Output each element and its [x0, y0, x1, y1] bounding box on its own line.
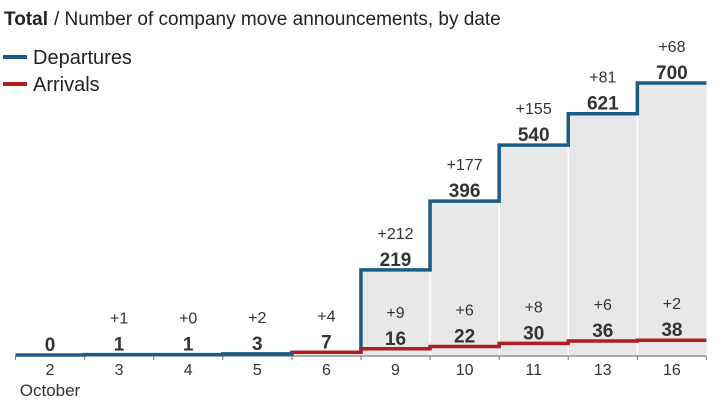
departures-value-label: 700 [656, 63, 688, 84]
departures-increment-label: +2 [248, 310, 266, 327]
chart-title: Total / Number of company move announceme… [4, 9, 501, 30]
departures-increment-label: +177 [447, 157, 483, 174]
departures-increment-label: +81 [589, 70, 616, 87]
arrivals-value-label: 30 [523, 323, 544, 344]
departures-increment-label: +1 [110, 311, 128, 328]
departures-value-label: 1 [183, 335, 194, 356]
arrivals-value-label: 22 [454, 326, 475, 347]
arrivals-increment-label: +9 [386, 305, 404, 322]
legend-label-arrivals: Arrivals [33, 74, 100, 96]
arrivals-value-label: 36 [592, 321, 613, 342]
x-tick-label: 4 [184, 362, 193, 379]
departures-value-label: 540 [518, 125, 550, 146]
legend: Departures Arrivals [3, 47, 132, 96]
arrivals-step-line [291, 338, 707, 355]
x-tick-label: 10 [456, 362, 474, 379]
departures-value-label: 0 [45, 335, 56, 356]
departures-value-label: 7 [321, 332, 332, 353]
x-tick-label: 2 [46, 362, 55, 379]
x-tick-label: 6 [322, 362, 331, 379]
arrivals-increment-label: +6 [594, 297, 612, 314]
x-month-label: October [20, 381, 81, 400]
legend-item-departures: Departures [3, 47, 132, 69]
departures-increment-label: +155 [516, 101, 552, 118]
legend-item-arrivals: Arrivals [3, 74, 100, 96]
departures-increment-label: +4 [317, 308, 335, 325]
departures-increment-label: +0 [179, 311, 197, 328]
chart-title-main: Total [4, 9, 48, 30]
legend-label-departures: Departures [33, 47, 132, 69]
departures-value-label: 396 [449, 181, 481, 202]
arrivals-increment-label: +2 [663, 296, 681, 313]
chart-subtitle: / Number of company move announcements, … [54, 9, 501, 30]
x-tick-label: 9 [391, 362, 400, 379]
departures-area-fill [15, 83, 707, 355]
departures-value-label: 621 [587, 94, 619, 115]
departures-value-label: 1 [114, 335, 125, 356]
departures-step-line [15, 81, 707, 357]
x-tick-label: 5 [253, 362, 262, 379]
x-tick-label: 13 [594, 362, 612, 379]
arrivals-increment-label: +6 [455, 302, 473, 319]
departures-increment-label: +68 [658, 39, 685, 56]
departures-increment-label: +212 [377, 226, 413, 243]
departures-value-label: 219 [380, 250, 412, 271]
departures-value-label: 3 [252, 334, 263, 355]
x-tick-label: 11 [525, 362, 542, 379]
arrivals-value-label: 38 [661, 320, 682, 341]
x-tick-label: 3 [115, 362, 124, 379]
arrivals-increment-label: +8 [525, 299, 543, 316]
x-tick-label: 16 [663, 362, 681, 379]
arrivals-value-label: 16 [385, 329, 406, 350]
